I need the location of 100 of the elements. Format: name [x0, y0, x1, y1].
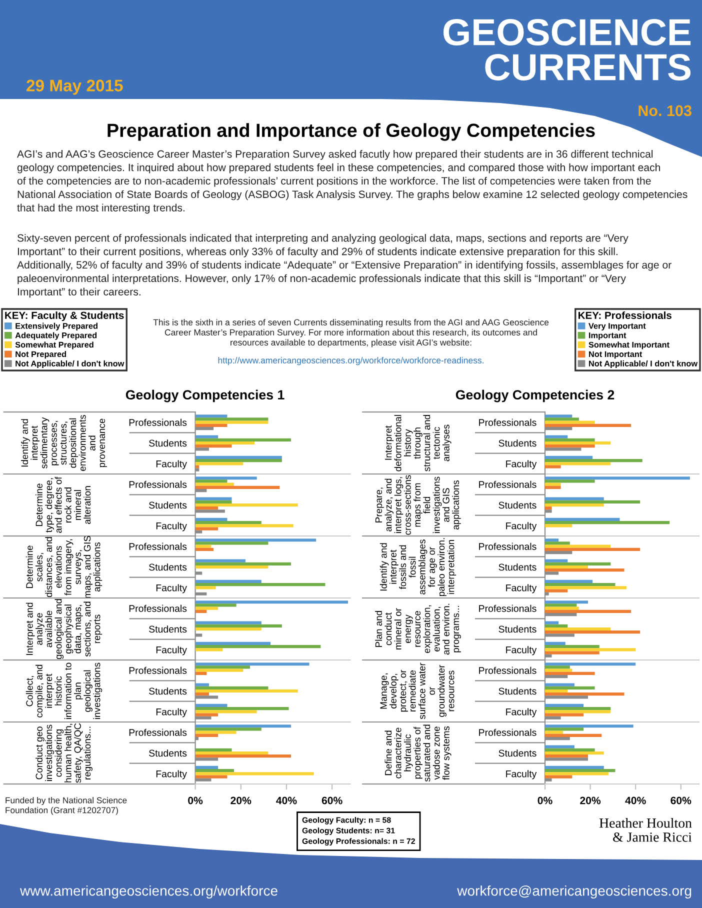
bar	[195, 683, 209, 686]
bar	[545, 672, 595, 675]
text: 29 May 2015	[26, 80, 123, 95]
y-axis-title: Conduct geo investigations considering human health, safety, QA/QC regulations...	[36, 723, 92, 783]
bar	[195, 606, 218, 610]
bar	[545, 692, 624, 696]
bar	[545, 748, 595, 752]
y-tick-label: Professionals	[479, 480, 536, 488]
bar	[545, 414, 572, 418]
bar	[545, 713, 584, 716]
bar	[545, 542, 570, 545]
bar	[195, 521, 262, 524]
y-axis-title: Interpret deformational history through structural and tectonic analyses	[385, 414, 452, 472]
bar	[545, 604, 577, 607]
bar	[195, 524, 294, 528]
bar	[545, 497, 604, 500]
bar	[195, 456, 282, 460]
bar	[545, 562, 611, 566]
bar	[545, 751, 604, 755]
text: Plan and conduct mineral or energy resource exploration, evaluation, and environ. programs...	[375, 604, 461, 655]
bar	[195, 583, 326, 586]
text: Prepare, analyze, and interpret logs, cross-sections maps from field investigations and GIS applications	[375, 475, 461, 535]
bar	[545, 568, 624, 572]
bar	[195, 748, 232, 752]
bar	[545, 418, 579, 421]
bar	[195, 414, 228, 418]
y-tick-label: Faculty	[506, 522, 537, 532]
bar	[195, 734, 218, 737]
y-tick-label: Students	[149, 563, 187, 571]
y-tick-label: Students	[498, 749, 536, 757]
bar	[195, 672, 207, 675]
bar	[545, 544, 611, 548]
text: AGI’s and AAG’s Geoscience Career Master’s Preparation Survey asked facutly how prepared their students are in 36 different technical geology competencies. It inquired about how prepared students feel in these competencies, and compared those with how important each of the competencies are to non-academic professionals’ current positions in the workforce. The list of competencies were taken from the National Association of State Boards of Geology (ASBOG) Task Analysis Survey. The graphs below examine 12 selected geology competencies that had the most interesting trends.	[17, 150, 688, 214]
bar	[195, 621, 262, 624]
bar	[545, 775, 572, 778]
bar	[195, 435, 218, 438]
bar	[545, 728, 584, 731]
bar	[195, 497, 232, 500]
text: www.americangeosciences.org/workforce	[20, 885, 278, 899]
bar	[545, 689, 568, 693]
text: This is the sixth in a series of seven Currents disseminating results from the AGI and AAG Geoscience Career Master’s Preparation Survey. For more information about this research, its outcomes and resources available to departments, please visit AGI’s website:	[153, 319, 549, 348]
y-axis-title: Interpret and analyze available geological and geophysical data, maps, sections, and reports	[26, 599, 102, 660]
text: Funded by the National Science Foundation (Grant #1202707)	[6, 797, 127, 815]
bar	[545, 589, 568, 592]
bar	[545, 710, 611, 714]
y-tick-label: Faculty	[156, 646, 187, 656]
bar	[545, 503, 604, 507]
bar	[195, 562, 292, 566]
bar	[195, 769, 234, 772]
y-axis-title: Identify and interpret fossils and fossil assemblages for age or paleo environ. interpretation	[380, 538, 456, 596]
y-axis-title: Collect, compile, and interpret historic information to plan geological investigations	[26, 662, 102, 719]
bar	[545, 424, 632, 427]
bar	[195, 503, 298, 507]
bar	[545, 548, 640, 551]
bar	[195, 704, 228, 708]
text: GEOSCIENCE CURRENTS	[443, 18, 691, 80]
y-tick-label: Professionals	[479, 728, 536, 736]
text: Sixty-seven percent of professionals indicated that interpreting and analyzing geological data, maps, sections and reports are “Very Important” to their current positions, whereas only 33% of faculty and 29% of students indicate extensive preparation for this skill. Additionally, 52% of faculty and 39% of students indicate “Adequate” or “Extensive Preparation” in identifying fossils, assemblages for age or paleoenvironmental interpretations. However, only 17% of non-academic professionals indicate that this skill is “Important” or “Very Important” to their careers.	[17, 234, 672, 298]
bar	[545, 734, 602, 737]
bar	[545, 772, 608, 776]
y-tick-label: Professionals	[479, 542, 536, 550]
text: No. 103	[638, 105, 692, 116]
bar	[195, 724, 292, 728]
bar	[195, 586, 216, 590]
bar	[545, 686, 595, 690]
chart-title: Geology Competencies 1	[126, 390, 284, 402]
bar	[195, 728, 262, 731]
legend-label: Not Prepared	[16, 351, 66, 359]
bar	[545, 730, 564, 734]
bar	[545, 745, 574, 748]
x-tick-label: 60%	[322, 796, 342, 804]
y-tick-label: Faculty	[156, 522, 187, 532]
bar	[545, 486, 561, 489]
bar	[195, 624, 282, 628]
x-tick-label: 40%	[625, 796, 646, 804]
bar	[195, 627, 262, 631]
bar	[195, 668, 244, 672]
bar	[545, 524, 572, 528]
bar	[195, 506, 218, 510]
bar	[545, 651, 600, 654]
bar	[545, 420, 595, 424]
bar	[195, 692, 209, 696]
bar	[545, 459, 642, 462]
bar	[545, 521, 670, 524]
y-tick-label: Professionals	[129, 604, 187, 612]
bar	[545, 627, 611, 631]
bar	[195, 542, 268, 545]
bar	[545, 648, 636, 652]
bar	[195, 775, 228, 778]
x-tick-label: 20%	[230, 796, 252, 804]
legend-label: Extensively Prepared	[16, 322, 98, 330]
bar	[545, 704, 584, 708]
bar	[545, 645, 600, 648]
bar	[545, 610, 632, 613]
bar	[545, 435, 568, 438]
bar	[195, 662, 310, 666]
bar	[545, 668, 572, 672]
bar	[545, 580, 593, 584]
bar	[545, 624, 568, 628]
bar	[195, 730, 236, 734]
